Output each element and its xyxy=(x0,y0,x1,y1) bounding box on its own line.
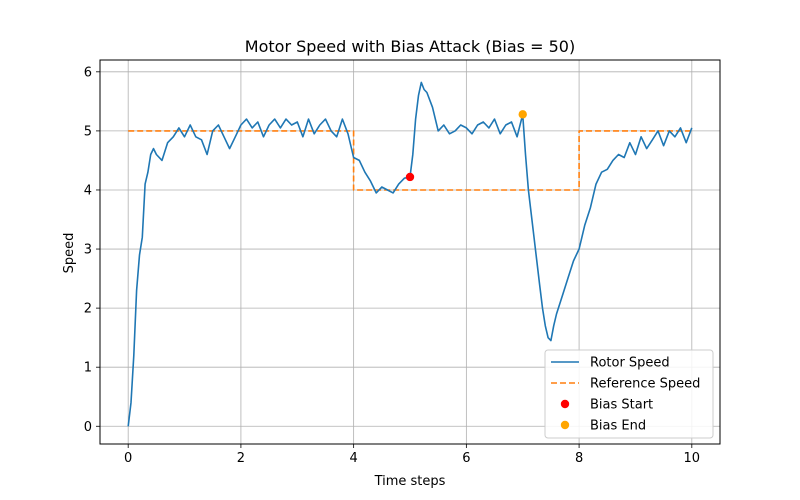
y-tick-label: 4 xyxy=(84,183,92,198)
y-tick-label: 2 xyxy=(84,302,92,317)
y-tick-label: 3 xyxy=(84,243,92,258)
legend-bias-start-swatch xyxy=(560,399,570,409)
legend-reference-speed-label: Reference Speed xyxy=(590,377,700,392)
x-tick-label: 4 xyxy=(349,451,357,466)
axis-ticks: 0 2 4 6 8 10 0 1 2 3 4 5 6 xyxy=(84,65,700,466)
series-layer xyxy=(127,81,693,427)
legend-rotor-speed-label: Rotor Speed xyxy=(590,356,670,371)
y-tick-label: 1 xyxy=(84,361,92,376)
y-axis-label: Speed xyxy=(62,233,77,274)
rotor-speed-line xyxy=(127,81,693,427)
y-tick-label: 6 xyxy=(84,65,92,80)
y-tick-label: 5 xyxy=(84,124,92,139)
plot-frame xyxy=(99,59,721,445)
bias-end-marker xyxy=(518,110,527,119)
legend-bias-end-label: Bias End xyxy=(590,419,646,434)
reference-speed-line xyxy=(128,130,692,191)
y-tick-label: 0 xyxy=(84,420,92,435)
legend-box xyxy=(544,349,714,439)
x-tick-label: 2 xyxy=(237,451,245,466)
x-axis-label: Time steps xyxy=(374,474,446,489)
chart-title: Motor Speed with Bias Attack (Bias = 50) xyxy=(245,37,575,56)
legend-bias-end-swatch xyxy=(560,420,570,430)
x-tick-label: 0 xyxy=(124,451,132,466)
legend-bias-start-label: Bias Start xyxy=(590,398,653,413)
legend: Rotor Speed Reference Speed Bias Start Bias… xyxy=(544,349,714,439)
bias-start-marker xyxy=(405,172,415,182)
x-tick-label: 8 xyxy=(575,451,583,466)
x-tick-label: 10 xyxy=(684,451,701,466)
x-tick-label: 6 xyxy=(462,451,470,466)
